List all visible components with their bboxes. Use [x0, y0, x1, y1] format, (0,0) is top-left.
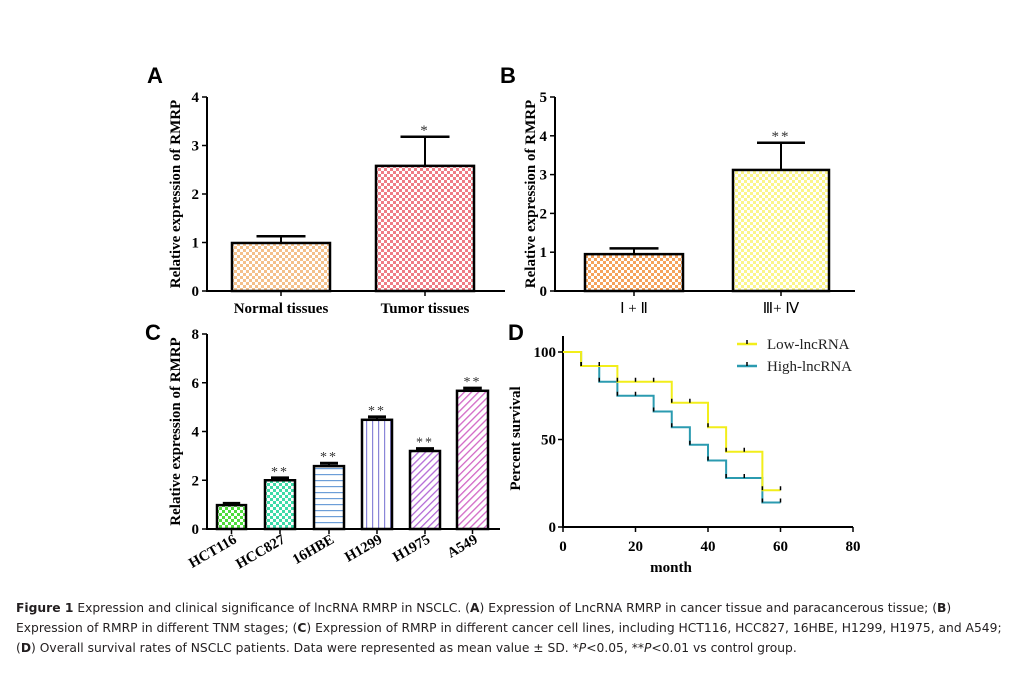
y-tick-label: 4 — [540, 129, 548, 145]
significance-label: ** — [464, 375, 482, 390]
x-axis-title: month — [650, 560, 692, 576]
y-tick-label: 0 — [192, 284, 200, 300]
panel-letter: C — [145, 320, 161, 345]
x-tick-label: 80 — [846, 539, 861, 555]
x-tick-label: A549 — [445, 532, 481, 562]
caption-panel-ref: D — [20, 641, 32, 655]
y-tick-label: 5 — [540, 90, 548, 106]
x-tick-label: 20 — [628, 539, 643, 555]
y-tick-label: 3 — [192, 139, 200, 155]
x-tick-label: 16HBE — [290, 532, 337, 568]
bar — [374, 164, 476, 293]
y-tick-label: 1 — [192, 236, 200, 252]
y-tick-label: 4 — [192, 90, 200, 106]
bar — [360, 418, 394, 531]
bar — [731, 168, 831, 293]
figure-caption: Figure 1 Expression and clinical signifi… — [16, 598, 1021, 658]
bar — [455, 389, 490, 531]
caption-panel-ref: C — [297, 621, 307, 635]
y-tick-label: 0 — [540, 284, 548, 300]
caption-panel-ref: A — [469, 601, 480, 615]
legend-label: Low-lncRNA — [767, 337, 850, 353]
panel-a: A 0 1 2 3 4 Relative expression of RMRP Normal … — [147, 63, 505, 317]
x-tick-label: H1299 — [342, 532, 385, 566]
significance-label: ** — [368, 404, 386, 419]
y-tick-label: 1 — [540, 245, 548, 261]
x-tick-label: Ⅲ+ Ⅳ — [763, 301, 800, 317]
y-axis-title: Relative expression of RMRP — [168, 100, 184, 288]
significance-label: ** — [271, 465, 289, 480]
significance-label: ** — [416, 436, 434, 451]
caption-segment: <0.01 vs control group. — [651, 641, 797, 655]
y-tick-label: 2 — [192, 473, 200, 489]
y-axis-title: Relative expression of RMRP — [523, 100, 539, 288]
y-tick-label: 4 — [192, 425, 200, 441]
caption-panel-ref: B — [937, 601, 947, 615]
panel-letter: D — [508, 320, 524, 345]
y-tick-label: 2 — [540, 206, 548, 222]
x-tick-label: Normal tissues — [234, 301, 329, 317]
x-tick-label: HCC827 — [233, 532, 288, 573]
y-tick-label: 6 — [192, 376, 200, 392]
significance-label: * — [420, 123, 430, 139]
caption-segment: ) Expression of RMRP in different TNM st… — [16, 601, 952, 635]
caption-segment: Expression and clinical significance of … — [73, 601, 470, 615]
panel-d: D 0 50 100 0 20 40 60 80 month Percent survival Low… — [508, 320, 861, 576]
bar — [230, 241, 332, 293]
caption-segment: ) Overall survival rates of NSCLC patien… — [31, 641, 579, 655]
x-tick-label: 0 — [559, 539, 567, 555]
bar — [583, 252, 685, 293]
bar — [408, 449, 442, 531]
caption-segment: ) Expression of RMRP in different cancer… — [16, 621, 1002, 655]
significance-label: ** — [320, 450, 338, 465]
legend-label: High-lncRNA — [767, 359, 852, 375]
y-axis-title: Percent survival — [508, 386, 524, 490]
caption-segment: ) Expression of LncRNA RMRP in cancer ti… — [479, 601, 937, 615]
y-tick-label: 8 — [192, 327, 200, 343]
significance-label: ** — [772, 129, 791, 145]
x-tick-label: H1975 — [390, 532, 433, 566]
y-tick-label: 3 — [540, 168, 548, 184]
x-tick-label: Ⅰ + Ⅱ — [620, 301, 648, 317]
figure-label: Figure 1 — [16, 601, 74, 615]
y-tick-label: 100 — [534, 345, 557, 361]
caption-text: Expression and clinical significance of … — [16, 601, 1002, 655]
x-tick-label: 40 — [701, 539, 716, 555]
y-tick-label: 0 — [549, 520, 557, 536]
bar — [312, 464, 346, 531]
x-tick-label: 60 — [773, 539, 788, 555]
bar — [215, 503, 248, 531]
panel-letter: A — [147, 63, 163, 88]
x-tick-label: Tumor tissues — [381, 301, 470, 317]
caption-italic: P — [644, 641, 652, 655]
y-axis-title: Relative expression of RMRP — [168, 337, 184, 525]
y-tick-label: 2 — [192, 187, 200, 203]
y-tick-label: 50 — [541, 433, 556, 449]
panel-letter: B — [500, 63, 516, 88]
caption-italic: P — [578, 641, 587, 655]
caption-segment: <0.05, ** — [586, 641, 644, 655]
bar — [263, 479, 297, 531]
y-tick-label: 0 — [192, 522, 200, 538]
